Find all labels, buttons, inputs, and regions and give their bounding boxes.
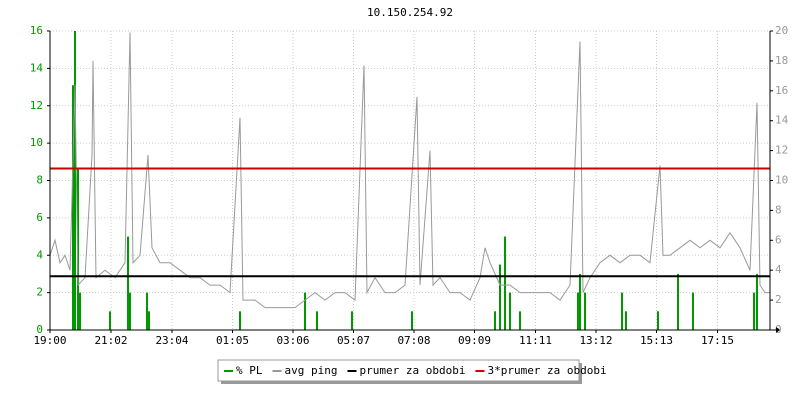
x-tick-label: 23:04 [155, 334, 188, 347]
y-tick-label: 2 [36, 286, 43, 299]
y-tick-label: 4 [36, 248, 43, 261]
y-tick-label: 8 [36, 174, 43, 187]
series-line [49, 32, 770, 309]
pl-bar [499, 264, 501, 330]
x-tick-label: 11:11 [519, 334, 552, 347]
pl-bar [625, 311, 627, 330]
x-tick-label: 03:06 [276, 334, 309, 347]
pl-bar [129, 292, 131, 330]
pl-bar [756, 273, 758, 330]
x-tick-label: 07:08 [397, 334, 430, 347]
y-tick-label: 0 [36, 323, 43, 336]
x-tick-label: 15:13 [640, 334, 673, 347]
y2-tick-label: 12 [775, 144, 788, 157]
pl-bar [74, 31, 76, 330]
legend-box [217, 359, 580, 382]
chart-title: 10.150.254.92 [367, 6, 453, 19]
pl-bar [72, 85, 74, 330]
pl-bar [304, 292, 306, 330]
axis-arrow [776, 327, 780, 333]
pl-bar [753, 292, 755, 330]
y-tick-label: 10 [30, 136, 43, 149]
y-tick-label: 16 [30, 24, 43, 37]
pl-bar [79, 292, 81, 330]
y2-tick-label: 16 [775, 84, 788, 97]
y-tick-label: 14 [30, 61, 44, 74]
y-tick-label: 12 [30, 99, 43, 112]
pl-bar [677, 273, 679, 330]
x-tick-label: 13:12 [579, 334, 612, 347]
pl-bar [148, 311, 150, 330]
pl-bar [504, 236, 506, 330]
x-tick-label: 19:00 [33, 334, 66, 347]
y2-tick-label: 2 [775, 293, 782, 306]
x-tick-label: 17:15 [701, 334, 734, 347]
pl-bar [577, 292, 579, 330]
y2-tick-label: 4 [775, 263, 782, 276]
pl-bar [146, 292, 148, 330]
pl-bar [657, 311, 659, 330]
y2-tick-label: 6 [775, 233, 782, 246]
pl-bar [239, 311, 241, 330]
pl-bar [692, 292, 694, 330]
y2-tick-label: 14 [775, 114, 789, 127]
pl-bar [579, 273, 581, 330]
pl-bar [109, 311, 111, 330]
pl-bar [584, 292, 586, 330]
pl-bar [519, 311, 521, 330]
x-tick-label: 09:09 [458, 334, 491, 347]
pl-bar [127, 236, 129, 330]
legend-label: % PL [236, 364, 263, 377]
y2-tick-label: 10 [775, 174, 788, 187]
pl-bar [509, 292, 511, 330]
pl-bar [621, 292, 623, 330]
pl-bar [494, 311, 496, 330]
y2-tick-label: 8 [775, 203, 782, 216]
y2-tick-label: 20 [775, 24, 788, 37]
y-tick-label: 6 [36, 211, 43, 224]
legend-label: 3*prumer za obdobi [487, 364, 606, 377]
legend-label: avg ping [285, 364, 338, 377]
legend-label: prumer za obdobi [359, 364, 465, 377]
x-tick-label: 01:05 [216, 334, 249, 347]
pl-bar [351, 311, 353, 330]
x-tick-label: 21:02 [94, 334, 127, 347]
pl-bar [77, 169, 79, 330]
y2-tick-label: 18 [775, 54, 788, 67]
pl-bar [411, 311, 413, 330]
pl-bar [316, 311, 318, 330]
x-tick-label: 05:07 [337, 334, 370, 347]
